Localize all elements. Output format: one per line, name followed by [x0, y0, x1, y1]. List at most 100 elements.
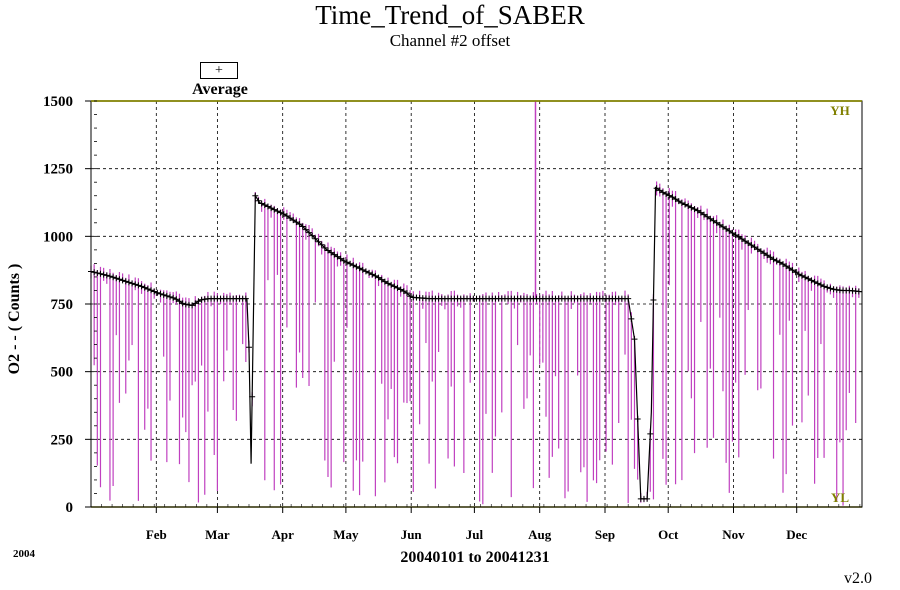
- average-marker: [249, 393, 256, 400]
- x-tick-label: Mar: [205, 527, 230, 542]
- average-marker: [397, 286, 404, 293]
- average-marker: [138, 283, 145, 290]
- average-marker: [735, 234, 742, 241]
- average-marker: [122, 278, 129, 285]
- x-tick-label: May: [333, 527, 359, 542]
- average-marker: [94, 270, 101, 277]
- average-marker: [757, 248, 764, 255]
- average-marker: [385, 280, 392, 287]
- average-marker: [675, 198, 682, 205]
- average-marker: [166, 293, 173, 300]
- average-marker: [198, 296, 205, 303]
- average-marker: [631, 336, 638, 343]
- legend-symbol: +: [200, 62, 238, 79]
- average-marker: [315, 238, 322, 245]
- average-marker: [669, 194, 676, 201]
- average-marker: [821, 283, 828, 290]
- y-axis-ticks: 0 250 500 750 1000 1250 1500: [43, 94, 97, 516]
- average-marker: [261, 202, 268, 209]
- average-marker: [331, 251, 338, 258]
- average-marker: [154, 289, 161, 296]
- average-marker: [783, 263, 790, 270]
- x-axis-ticks: Feb Mar Apr May Jun Jul Aug Sep Oct Nov Dec: [90, 504, 861, 542]
- average-marker: [388, 281, 395, 288]
- average-marker: [306, 229, 313, 236]
- average-marker: [264, 203, 271, 210]
- average-marker: [710, 217, 717, 224]
- average-marker: [148, 287, 155, 294]
- average-marker: [691, 206, 698, 213]
- average-marker: [653, 185, 660, 192]
- limit-label-low: YL: [831, 490, 849, 505]
- average-series: [88, 185, 863, 502]
- average-marker: [144, 285, 151, 292]
- average-marker: [716, 221, 723, 228]
- average-marker: [682, 201, 689, 208]
- average-marker: [805, 275, 812, 282]
- average-marker: [119, 277, 126, 284]
- x-tick-label: Oct: [658, 527, 679, 542]
- x-tick-label: Apr: [272, 527, 295, 542]
- average-marker: [141, 284, 148, 291]
- average-marker: [350, 262, 357, 269]
- average-marker: [173, 296, 180, 303]
- average-marker: [776, 259, 783, 266]
- average-marker: [245, 344, 252, 351]
- average-marker: [694, 207, 701, 214]
- average-marker: [324, 247, 331, 254]
- average-marker: [685, 203, 692, 210]
- average-marker: [751, 244, 758, 251]
- average-marker: [650, 296, 657, 303]
- average-marker: [729, 229, 736, 236]
- average-marker: [277, 209, 284, 216]
- legend-label: Average: [192, 81, 248, 98]
- average-marker: [808, 277, 815, 284]
- y-tick-label: 500: [51, 365, 74, 381]
- average-marker: [372, 272, 379, 279]
- average-marker: [103, 272, 110, 279]
- version-label: v2.0: [844, 570, 872, 587]
- average-marker: [403, 290, 410, 297]
- average-marker: [407, 293, 414, 300]
- y-axis-label: O2 - - ( Counts ): [6, 263, 23, 375]
- average-marker: [666, 192, 673, 199]
- average-marker: [160, 291, 167, 298]
- average-marker: [704, 213, 711, 220]
- average-marker: [129, 280, 136, 287]
- average-marker: [726, 227, 733, 234]
- average-marker: [830, 286, 837, 293]
- average-marker: [780, 261, 787, 268]
- y-tick-label: 250: [51, 432, 74, 448]
- average-marker: [182, 301, 189, 308]
- average-marker: [106, 273, 113, 280]
- average-marker: [201, 296, 208, 303]
- average-marker: [647, 430, 654, 437]
- average-marker: [100, 271, 107, 278]
- average-marker: [701, 211, 708, 218]
- y-tick-label: 1000: [43, 229, 73, 245]
- average-marker: [827, 285, 834, 292]
- average-marker: [786, 265, 793, 272]
- average-marker: [157, 290, 164, 297]
- y-tick-label: 0: [66, 500, 74, 516]
- average-marker: [135, 282, 142, 289]
- average-marker: [293, 219, 300, 226]
- limit-label-high: YH: [830, 103, 850, 118]
- average-marker: [811, 278, 818, 285]
- average-marker: [814, 280, 821, 287]
- average-marker: [312, 235, 319, 242]
- average-marker: [745, 240, 752, 247]
- average-marker: [742, 238, 749, 245]
- average-marker: [773, 257, 780, 264]
- average-marker: [369, 271, 376, 278]
- average-marker: [634, 416, 641, 423]
- average-marker: [151, 288, 158, 295]
- average-marker: [362, 268, 369, 275]
- average-marker: [242, 295, 249, 302]
- average-marker: [299, 223, 306, 230]
- average-marker: [113, 275, 120, 282]
- average-marker: [625, 295, 632, 302]
- average-marker: [817, 281, 824, 288]
- average-marker: [792, 269, 799, 276]
